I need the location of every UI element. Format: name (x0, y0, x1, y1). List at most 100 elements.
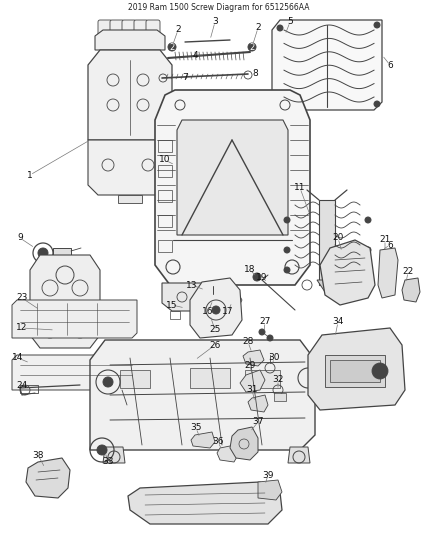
Circle shape (259, 329, 265, 335)
FancyBboxPatch shape (134, 20, 148, 42)
Text: 10: 10 (159, 156, 171, 165)
Text: 30: 30 (268, 353, 280, 362)
Text: 39: 39 (262, 471, 274, 480)
Polygon shape (88, 50, 172, 140)
Polygon shape (240, 370, 265, 392)
Polygon shape (248, 395, 268, 412)
Circle shape (365, 267, 371, 273)
Polygon shape (177, 120, 288, 235)
Circle shape (267, 335, 273, 341)
Bar (217, 311, 227, 319)
Circle shape (253, 273, 261, 281)
Text: 29: 29 (244, 360, 256, 369)
Text: 4: 4 (192, 51, 198, 60)
Text: 20: 20 (332, 233, 344, 243)
Text: 13: 13 (186, 280, 198, 289)
Polygon shape (90, 340, 315, 450)
Bar (274, 393, 286, 401)
Polygon shape (155, 90, 310, 285)
Text: 19: 19 (256, 273, 268, 282)
Text: 23: 23 (16, 294, 28, 303)
Polygon shape (12, 300, 137, 338)
Circle shape (38, 248, 48, 258)
FancyBboxPatch shape (98, 20, 112, 42)
Bar (330, 360, 380, 382)
Text: 2: 2 (249, 43, 254, 52)
Polygon shape (317, 280, 337, 295)
Text: 37: 37 (252, 417, 264, 426)
FancyBboxPatch shape (122, 20, 136, 42)
Text: 36: 36 (212, 438, 224, 447)
Polygon shape (128, 482, 282, 524)
Polygon shape (162, 283, 237, 311)
Polygon shape (378, 248, 398, 298)
Text: 2019 Ram 1500 Screw Diagram for 6512566AA: 2019 Ram 1500 Screw Diagram for 6512566A… (128, 4, 310, 12)
Bar (170, 311, 180, 319)
Text: 2: 2 (170, 43, 175, 52)
Polygon shape (225, 293, 242, 308)
Bar (158, 165, 172, 177)
Text: 5: 5 (287, 18, 293, 27)
Circle shape (212, 306, 220, 314)
Bar (158, 190, 172, 202)
Circle shape (277, 25, 283, 31)
Polygon shape (95, 30, 165, 50)
Circle shape (374, 22, 380, 28)
Text: 33: 33 (102, 457, 114, 466)
Polygon shape (288, 447, 310, 463)
Text: 27: 27 (259, 318, 271, 327)
Bar (319, 200, 335, 285)
Text: 17: 17 (222, 308, 234, 317)
Polygon shape (26, 458, 70, 498)
Polygon shape (243, 350, 264, 366)
Text: 15: 15 (166, 301, 178, 310)
Polygon shape (118, 195, 142, 203)
Polygon shape (402, 278, 420, 302)
Circle shape (103, 377, 113, 387)
Polygon shape (258, 480, 282, 500)
Text: 35: 35 (190, 424, 202, 432)
Circle shape (284, 247, 290, 253)
Circle shape (168, 43, 176, 51)
Circle shape (365, 217, 371, 223)
Bar (158, 140, 172, 152)
Text: 16: 16 (202, 308, 214, 317)
Text: 18: 18 (244, 265, 256, 274)
Text: 25: 25 (209, 326, 221, 335)
Bar (245, 370, 280, 388)
Bar (190, 368, 230, 388)
Polygon shape (272, 20, 382, 110)
Text: 6: 6 (387, 240, 393, 249)
Text: 2: 2 (255, 23, 261, 33)
Text: 11: 11 (294, 183, 306, 192)
Bar (120, 370, 150, 388)
Text: 3: 3 (212, 18, 218, 27)
Circle shape (269, 104, 275, 110)
Polygon shape (12, 355, 137, 390)
Text: 9: 9 (17, 233, 23, 243)
Text: 38: 38 (32, 450, 44, 459)
Bar (208, 283, 218, 289)
Text: 8: 8 (252, 69, 258, 77)
Polygon shape (191, 432, 215, 448)
Circle shape (284, 267, 290, 273)
Bar (325, 355, 385, 387)
Text: 31: 31 (246, 385, 258, 394)
Circle shape (248, 43, 256, 51)
Text: 7: 7 (182, 74, 188, 83)
Circle shape (284, 217, 290, 223)
Circle shape (374, 101, 380, 107)
Bar (192, 311, 202, 319)
Text: 14: 14 (12, 353, 24, 362)
Polygon shape (88, 140, 172, 195)
Text: 22: 22 (403, 268, 413, 277)
Bar (53, 248, 71, 258)
Polygon shape (320, 240, 375, 305)
Polygon shape (103, 447, 125, 463)
Polygon shape (190, 278, 242, 338)
FancyBboxPatch shape (146, 20, 160, 42)
Text: 28: 28 (242, 337, 254, 346)
Text: 12: 12 (16, 324, 28, 333)
FancyBboxPatch shape (110, 20, 124, 42)
Polygon shape (308, 328, 405, 410)
